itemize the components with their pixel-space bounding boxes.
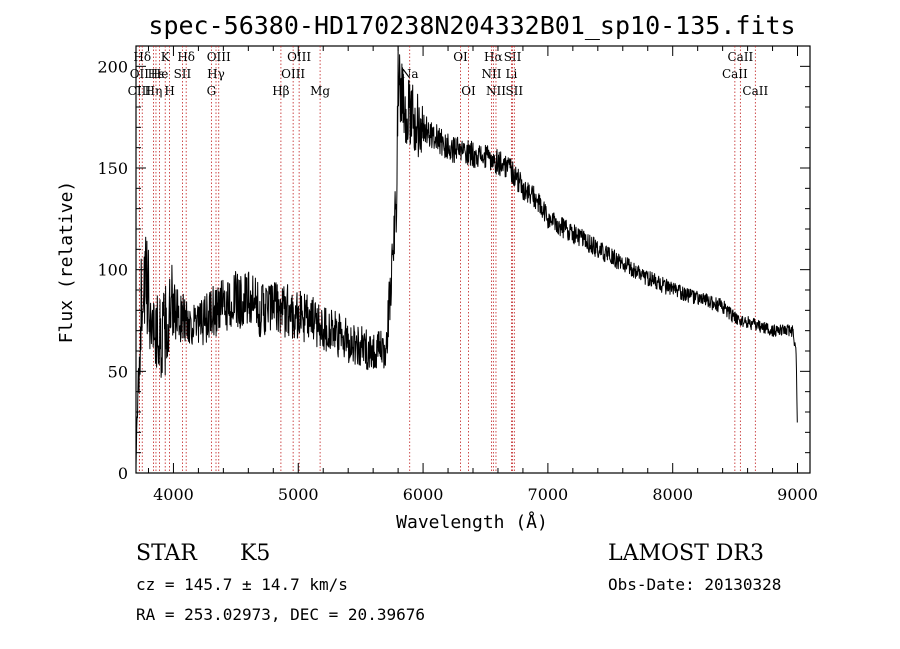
x-tick-label-3: 7000 [528, 485, 569, 504]
marker-label-16: Mg [310, 84, 330, 98]
x-axis-label: Wavelength (Å) [396, 511, 548, 533]
marker-label-24: Li [506, 67, 518, 81]
marker-label-2: CIII [128, 84, 152, 98]
marker-label-21: NII [481, 67, 501, 81]
marker-label-28: CaII [742, 84, 768, 98]
marker-label-27: CaII [722, 67, 748, 81]
y-tick-label-3: 150 [97, 159, 128, 178]
marker-label-7: H [164, 84, 174, 98]
marker-label-20: Hα [484, 50, 503, 64]
x-tick-label-4: 8000 [652, 485, 693, 504]
marker-label-26: CaII [727, 50, 753, 64]
marker-label-22: NII [486, 84, 506, 98]
plot-frame [135, 45, 811, 474]
y-tick-label-0: 0 [118, 464, 128, 483]
x-tick-label-0: 4000 [153, 485, 194, 504]
marker-label-10: OIII [207, 50, 231, 64]
y-axis-label: Flux (relative) [56, 181, 77, 344]
x-tick-label-1: 5000 [278, 485, 319, 504]
object-subclass: K5 [240, 541, 270, 566]
coordinates: RA = 253.02973, DEC = 20.39676 [136, 605, 425, 624]
marker-label-0: Hδ [133, 50, 151, 64]
marker-label-14: OIII [287, 50, 311, 64]
obs-date: Obs-Date: 20130328 [608, 575, 781, 594]
marker-label-23: SII [504, 50, 522, 64]
marker-label-25: SII [505, 84, 523, 98]
object-class: STAR [136, 541, 198, 566]
axis-ticks: 4000 5000 6000 7000 8000 9000 0 50 100 150 200 [97, 46, 818, 504]
redshift-readout: cz = 145.7 ± 14.7 km/s [136, 575, 348, 594]
survey-name: LAMOST DR3 [608, 541, 764, 566]
marker-label-13: Hβ [272, 84, 289, 98]
marker-label-11: Hγ [207, 67, 225, 81]
marker-label-18: OI [453, 50, 468, 64]
marker-label-12: G [207, 84, 217, 98]
y-tick-label-1: 50 [108, 362, 128, 381]
marker-label-19: OI [461, 84, 476, 98]
marker-label-5: K [161, 50, 171, 64]
spectrum-series-line [135, 45, 798, 466]
chart-title: spec-56380-HD170238N204332B01_sp10-135.f… [148, 11, 795, 40]
x-tick-label-2: 6000 [403, 485, 444, 504]
x-tick-label-5: 9000 [777, 485, 818, 504]
marker-label-15: OIII [281, 67, 305, 81]
marker-label-17: Na [401, 67, 419, 81]
marker-label-9: Hδ [177, 50, 195, 64]
marker-label-6: He [151, 67, 169, 81]
marker-label-3: Hε [148, 67, 165, 81]
marker-label-8: SII [174, 67, 192, 81]
y-tick-label-2: 100 [97, 261, 128, 280]
marker-label-4: Hη [145, 84, 163, 98]
y-tick-label-4: 200 [97, 57, 128, 76]
